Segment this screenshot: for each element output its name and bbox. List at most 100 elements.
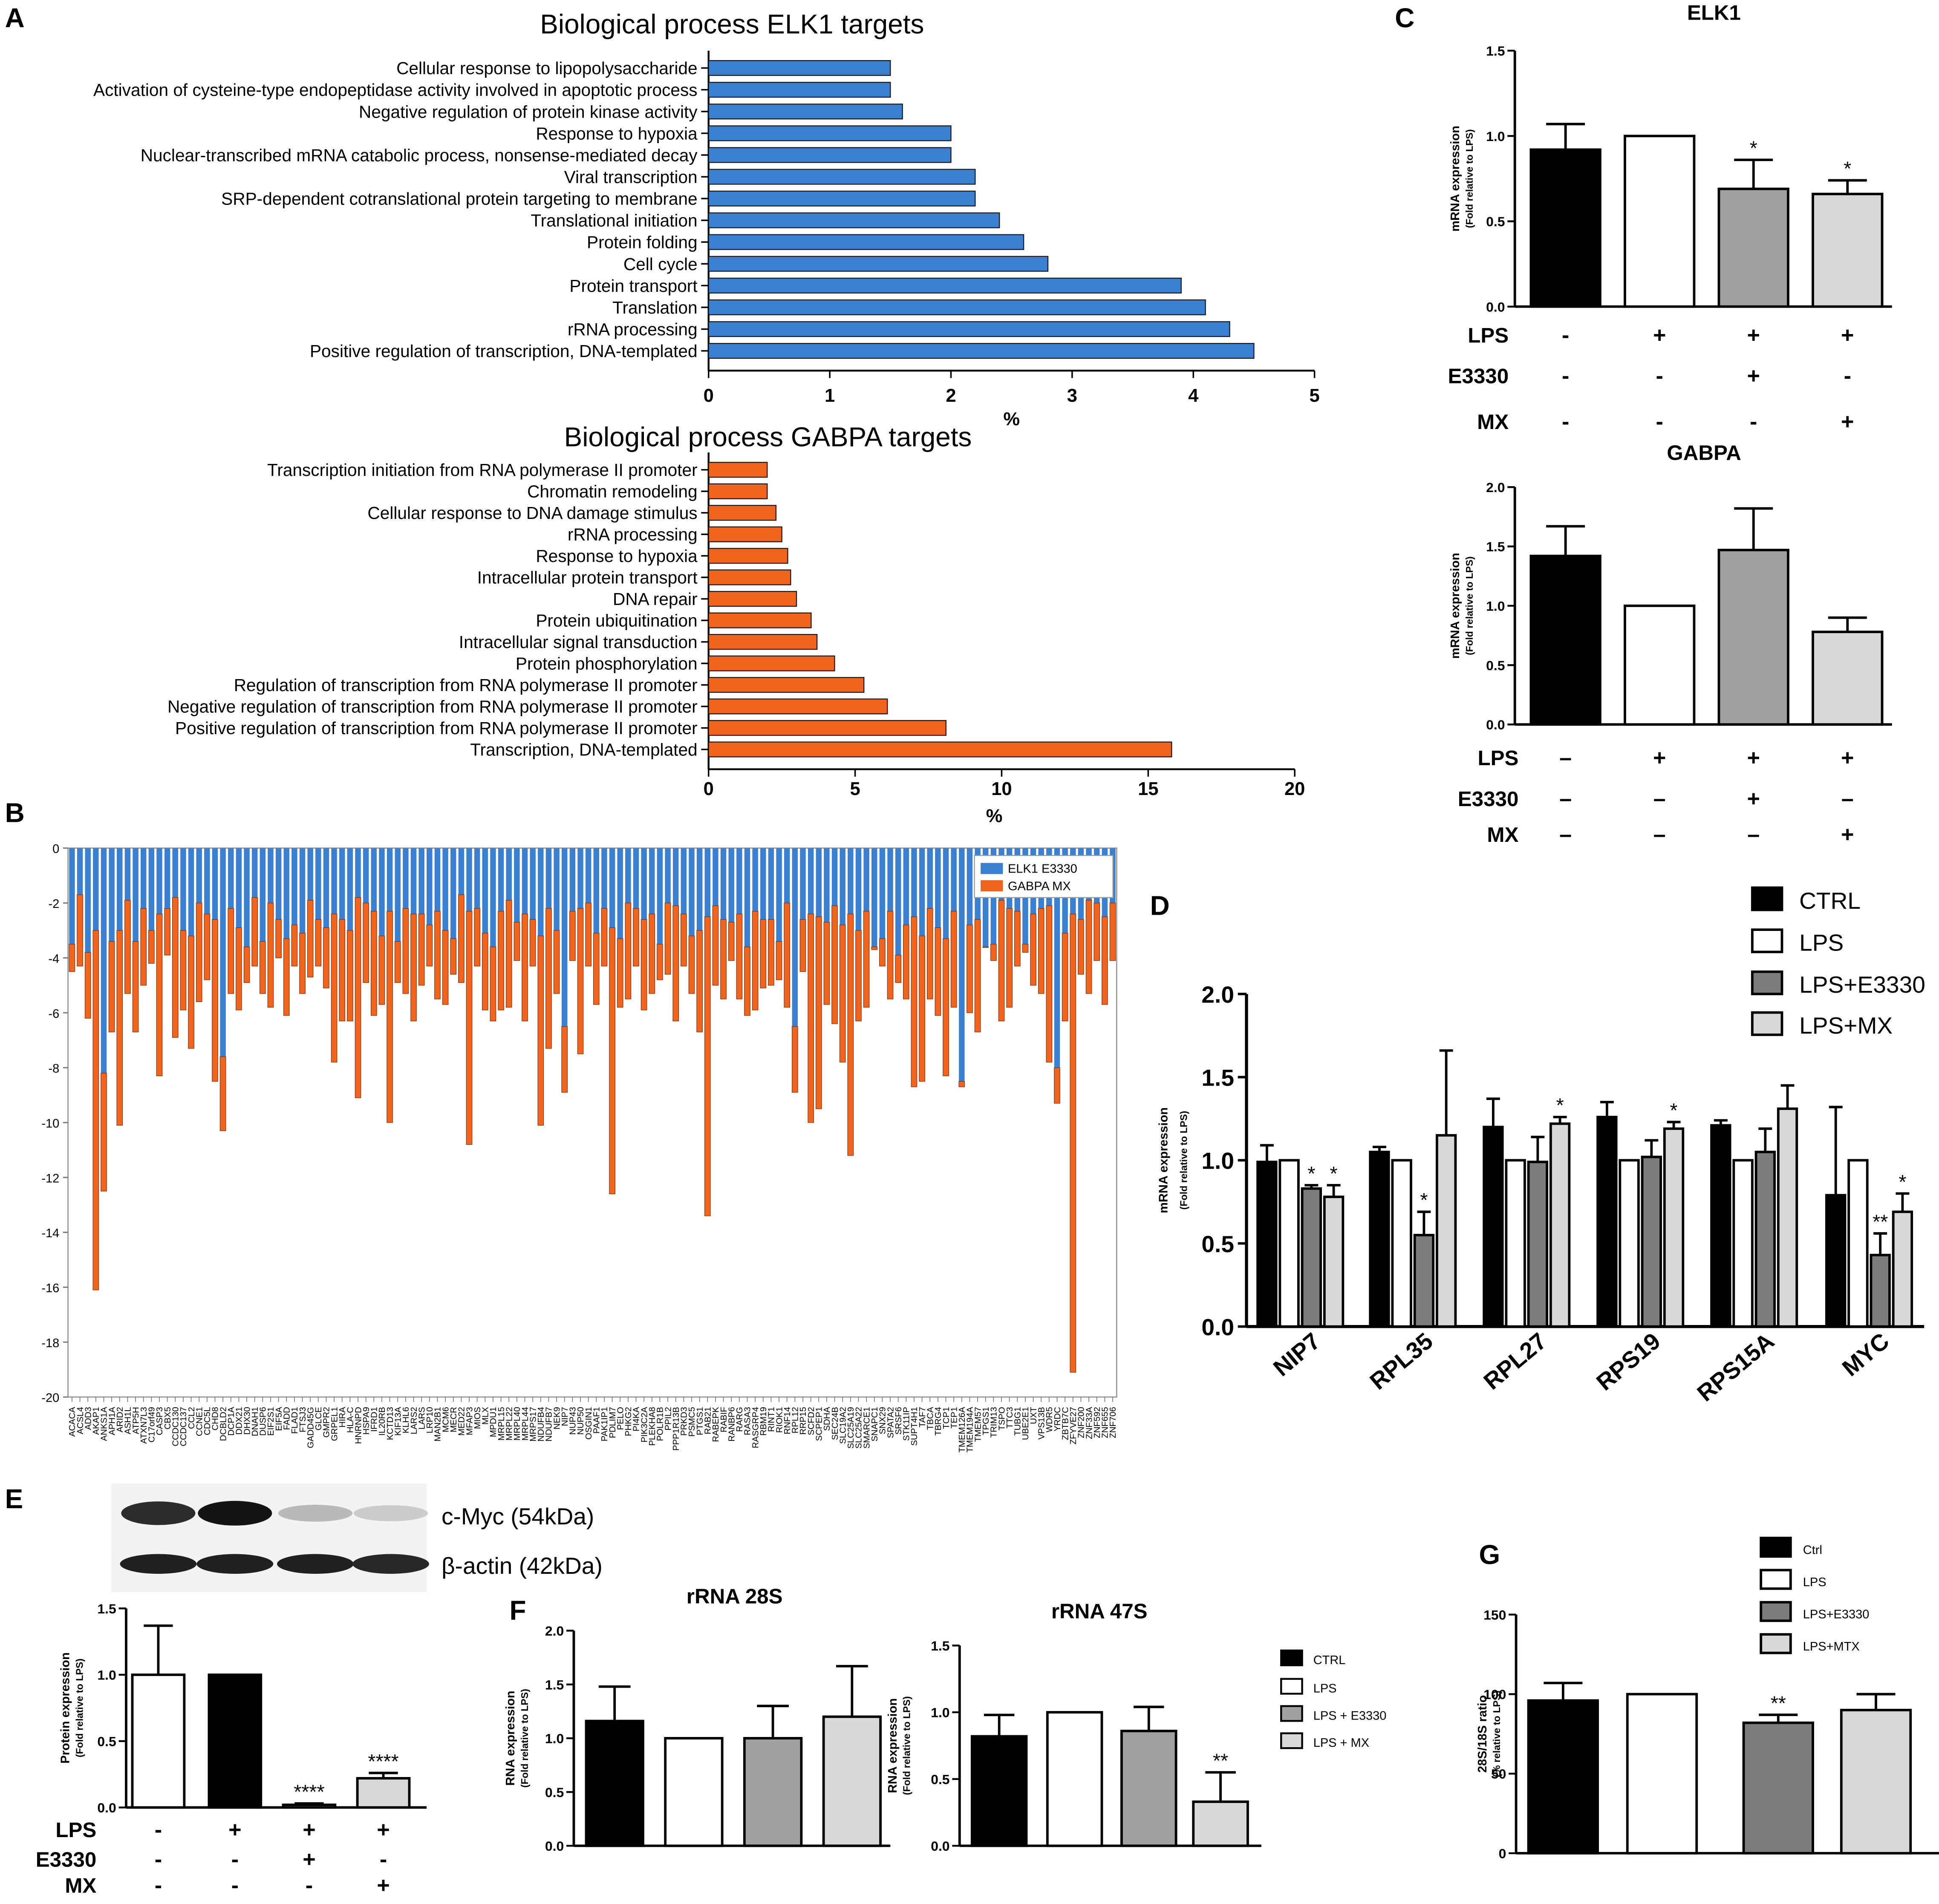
- bar-gabpa: [577, 908, 584, 1054]
- y-tick-label: 1.5: [545, 1677, 564, 1692]
- factor-sign: –: [1559, 746, 1572, 770]
- bar: [1742, 1721, 1814, 1855]
- y-tick-label: 0.5: [97, 1734, 116, 1749]
- bar-elk1: [323, 848, 329, 928]
- bar-elk1: [458, 848, 465, 895]
- gene-label: CCDC137: [179, 1407, 188, 1446]
- legend-label: CTRL: [1313, 1653, 1346, 1667]
- factor-sign: -: [155, 1873, 162, 1898]
- bar-gabpa: [275, 919, 282, 958]
- factor-sign: -: [380, 1847, 387, 1872]
- bar: [708, 526, 782, 542]
- factor-label: LPS: [55, 1818, 96, 1842]
- gene-label: ASH1L: [124, 1407, 133, 1434]
- gene-label: ZNF655: [1101, 1407, 1110, 1438]
- bar-gabpa: [553, 930, 560, 994]
- panel-e-chart: 0.0 0.5 1.0 1.5 Protein expression (Fold rela…: [36, 1601, 427, 1898]
- bar-gabpa: [236, 927, 242, 1011]
- gene-label: RNF14: [783, 1407, 792, 1434]
- bar-elk1: [180, 848, 186, 930]
- legend-label: Ctrl: [1803, 1544, 1822, 1557]
- bar-gabpa: [315, 919, 322, 967]
- panel-label-e: E: [5, 1483, 23, 1514]
- legend-swatch-elk1: [981, 863, 1003, 874]
- gene-label: HLA-C: [346, 1407, 355, 1433]
- bar-elk1: [164, 848, 170, 909]
- bar-elk1: [554, 848, 560, 930]
- gene-label: RARG: [735, 1407, 744, 1432]
- x-tick-label: 2: [946, 386, 956, 406]
- bar-elk1: [268, 848, 274, 903]
- bar-gabpa: [569, 911, 576, 961]
- bar-elk1: [148, 848, 155, 930]
- bar-gabpa: [982, 946, 989, 948]
- panels-layer: A B C D E F G Biological process ELK1 targets Ce…: [5, 1, 1939, 1898]
- gene-label: MRPL22: [505, 1407, 514, 1440]
- band-actin: [352, 1554, 429, 1574]
- category-label: DNA repair: [613, 589, 698, 609]
- category-label: Cellular response to DNA damage stimulus: [367, 503, 697, 523]
- bar: [1529, 148, 1601, 308]
- gene-label: CDC5L: [203, 1407, 212, 1435]
- bar: [1529, 554, 1601, 726]
- legend-swatch: [1751, 970, 1783, 995]
- y-tick-label: 100: [1483, 1687, 1506, 1702]
- gene-label: FLAD1: [290, 1407, 300, 1434]
- bar-elk1: [363, 848, 369, 903]
- bar-elk1: [85, 848, 91, 953]
- gene-label: FADD: [283, 1407, 292, 1430]
- significance-marker: *: [1844, 158, 1851, 180]
- bar-elk1: [919, 848, 925, 936]
- gene-label: TSPO: [997, 1407, 1007, 1430]
- bar-elk1: [760, 848, 766, 920]
- bar: [708, 720, 946, 736]
- bar: [1641, 1155, 1662, 1328]
- factor-sign: +: [377, 1873, 390, 1898]
- bar-elk1: [156, 848, 162, 914]
- bar-gabpa: [1046, 905, 1053, 1063]
- bar-gabpa: [593, 933, 600, 1005]
- gene-label: CBX5: [163, 1407, 173, 1429]
- bar-gabpa: [402, 908, 409, 994]
- bar-elk1: [379, 848, 385, 936]
- bar-elk1: [617, 848, 623, 939]
- bar-gabpa: [442, 930, 449, 1005]
- bar: [708, 234, 1024, 250]
- bar-gabpa: [291, 925, 298, 967]
- gene-label: MIOS: [473, 1407, 482, 1429]
- factor-sign: +: [1841, 746, 1854, 770]
- bar-gabpa: [967, 925, 973, 1013]
- gene-label: NIP7: [560, 1407, 570, 1426]
- bar: [1812, 193, 1884, 308]
- bar-gabpa: [712, 905, 719, 986]
- y-axis-label-sub: (Fold relative to LPS): [74, 1659, 85, 1757]
- bar-gabpa: [561, 1026, 568, 1093]
- y-tick-label: 0.0: [1486, 717, 1505, 732]
- bar: [708, 147, 952, 163]
- band-cmyc: [353, 1505, 428, 1521]
- bar-gabpa: [101, 1073, 107, 1192]
- bar-elk1: [403, 848, 409, 909]
- category-label: rRNA processing: [568, 525, 698, 544]
- gene-label: TEP1: [949, 1407, 959, 1429]
- bar: [356, 1777, 411, 1809]
- gene-label: MAN2B1: [433, 1407, 443, 1441]
- bar-elk1: [482, 848, 488, 933]
- gene-label: POLR1B: [656, 1407, 665, 1441]
- bar-elk1: [713, 848, 718, 906]
- category-label: Protein folding: [587, 233, 698, 252]
- bar-gabpa: [601, 908, 608, 967]
- bar: [708, 698, 888, 714]
- legend-label: ELK1 E3330: [1008, 862, 1077, 876]
- bar-gabpa: [784, 902, 790, 1008]
- gene-label: TPGS1: [981, 1407, 991, 1435]
- gene-label: TBCA: [926, 1407, 935, 1430]
- bar-gabpa: [696, 930, 703, 1032]
- category-label: Protein phosphorylation: [516, 654, 698, 674]
- bar: [743, 1737, 803, 1847]
- bar-gabpa: [752, 911, 759, 1011]
- y-axis-label: mRNA expression: [1448, 126, 1462, 232]
- bar-gabpa: [1038, 908, 1045, 994]
- gene-label: LARS2: [410, 1407, 419, 1434]
- bar-gabpa: [617, 938, 623, 1008]
